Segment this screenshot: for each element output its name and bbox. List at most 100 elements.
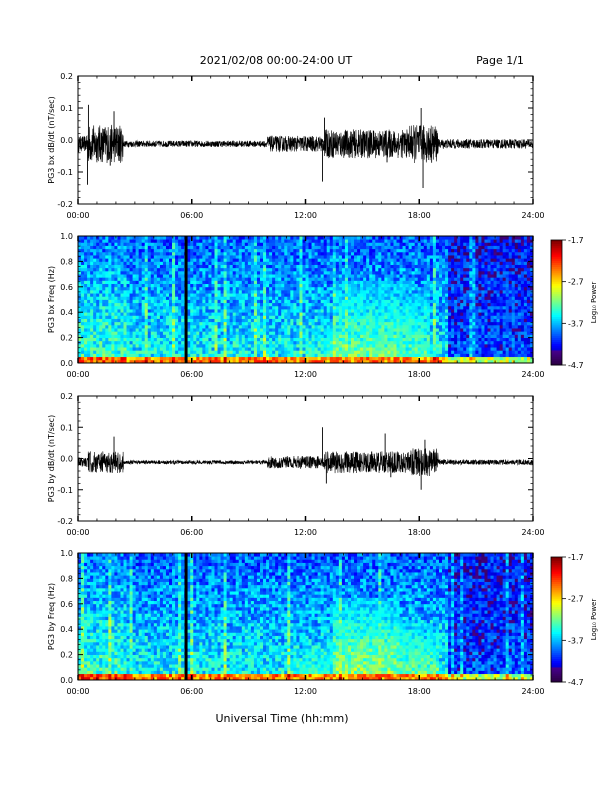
heat-cell [435, 267, 440, 272]
heat-cell [299, 324, 303, 329]
heat-cell [169, 280, 173, 285]
heat-cell [138, 283, 143, 288]
heat-cell [250, 261, 255, 265]
heat-cell [78, 274, 82, 278]
heat-cell [169, 299, 173, 304]
heat-cell [114, 334, 118, 338]
heat-cell [357, 245, 361, 250]
heat-cell [320, 239, 325, 243]
heat-cell [357, 251, 361, 256]
heat-cell [366, 286, 370, 291]
heat-cell [120, 334, 124, 338]
heat-cell [369, 350, 373, 354]
heat-cell [429, 248, 434, 253]
heat-cell [93, 299, 97, 304]
heat-cell [111, 334, 115, 338]
heat-cell [338, 286, 343, 291]
heat-cell [220, 280, 224, 285]
heat-cell [414, 343, 419, 348]
heat-cell [390, 296, 394, 300]
heat-cell [335, 356, 340, 361]
heat-cell [332, 347, 337, 351]
heat-cell [293, 353, 297, 358]
heat-cell [369, 305, 373, 310]
heat-cell [411, 315, 416, 319]
heat-cell [238, 286, 243, 291]
heat-cell [426, 296, 431, 300]
heat-cell [411, 267, 416, 272]
heat-cell [341, 353, 346, 358]
heat-cell [217, 324, 221, 329]
heat-cell [396, 293, 400, 297]
heat-cell [99, 267, 103, 272]
heat-cell [338, 289, 343, 294]
heat-cell [129, 251, 133, 256]
heat-cell [241, 258, 246, 262]
heat-cell [223, 337, 228, 342]
heat-cell [411, 328, 416, 332]
heat-cell [159, 270, 164, 275]
heat-cell [266, 277, 270, 281]
heat-cell [256, 267, 261, 272]
heat-cell [378, 309, 382, 313]
heat-cell [141, 331, 146, 335]
heat-cell [150, 293, 155, 297]
heat-cell [399, 302, 403, 307]
heat-cell [153, 239, 158, 243]
heat-cell [387, 331, 391, 335]
heat-cell [141, 283, 146, 288]
heat-cell [278, 264, 282, 269]
heat-cell [341, 296, 346, 300]
heat-cell [181, 245, 185, 250]
heat-cell [308, 331, 312, 335]
heat-cell [378, 293, 382, 297]
heat-cell [372, 277, 376, 281]
heat-cell [405, 236, 410, 240]
heat-cell [211, 343, 215, 348]
heat-cell [165, 305, 170, 310]
heat-cell [162, 302, 167, 307]
heat-cell [196, 359, 200, 364]
heat-cell [417, 280, 422, 285]
heat-cell [445, 264, 449, 269]
heat-cell [220, 305, 224, 310]
heat-cell [363, 239, 367, 243]
heat-cell [299, 293, 303, 297]
heat-cell [214, 315, 218, 319]
heat-cell [357, 328, 361, 332]
heat-cell [366, 302, 370, 307]
heat-cell [81, 267, 85, 272]
heat-cell [372, 251, 376, 256]
heat-cell [181, 242, 185, 246]
heat-cell [423, 331, 428, 335]
heat-cell [311, 236, 315, 240]
heat-cell [114, 283, 118, 288]
heat-cell [269, 318, 273, 323]
heat-cell [354, 324, 358, 329]
heat-cell [311, 293, 315, 297]
heat-cell [293, 296, 297, 300]
heat-cell [305, 248, 309, 253]
heat-cell [360, 261, 364, 265]
heat-cell [263, 299, 267, 304]
heat-cell [317, 267, 322, 272]
heat-cell [193, 274, 197, 278]
heat-cell [117, 239, 121, 243]
heat-cell [78, 347, 82, 351]
heat-cell [393, 258, 397, 262]
heat-cell [411, 321, 416, 326]
heat-cell [87, 267, 91, 272]
heat-cell [420, 350, 425, 354]
heat-cell [90, 350, 94, 354]
heat-cell [235, 264, 240, 269]
heat-cell [226, 340, 231, 345]
heat-cell [369, 359, 373, 364]
heat-cell [129, 258, 133, 262]
heat-cell [435, 353, 440, 358]
heat-cell [399, 248, 403, 253]
heat-cell [132, 296, 137, 300]
heat-cell [290, 239, 294, 243]
heat-cell [435, 258, 440, 262]
heat-cell [232, 343, 237, 348]
heat-cell [220, 289, 224, 294]
